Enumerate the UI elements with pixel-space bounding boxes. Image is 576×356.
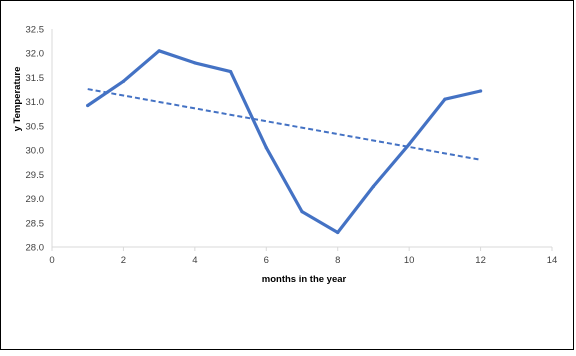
x-tick-label: 6 <box>264 255 269 266</box>
data-point <box>265 146 268 149</box>
plot-layer <box>86 49 482 234</box>
x-axis-title: months in the year <box>262 274 347 285</box>
y-tick-label: 31.5 <box>26 73 45 84</box>
y-axis-title-group: y Temperature <box>12 67 23 132</box>
temperature-line-chart: y Temperature months in the year 28.028.… <box>1 1 575 351</box>
chart-frame: y Temperature months in the year 28.0 28.… <box>0 0 574 350</box>
y-axis-title: y Temperature <box>12 67 23 132</box>
data-point <box>408 143 411 146</box>
y-tick-label: 30.0 <box>26 146 45 157</box>
y-tick-label: 30.5 <box>26 121 45 132</box>
data-point <box>443 98 446 101</box>
axis-layer: 28.0 28.5 29.0 29.5 30.0 30.5 31.0 31.5 32.0 32.5… <box>26 25 558 267</box>
data-point <box>372 185 375 188</box>
temperature-series-line <box>88 51 481 233</box>
x-tick-label: 0 <box>49 255 54 266</box>
y-tick-label: 28.5 <box>26 218 45 229</box>
data-point <box>122 80 125 83</box>
x-tick-label: 10 <box>404 255 415 266</box>
data-point <box>229 70 232 73</box>
y-tick-label: 32.5 <box>26 25 45 36</box>
x-tick-label: 14 <box>547 255 558 266</box>
y-tick-label: 28.0 <box>26 243 45 254</box>
data-point <box>300 210 303 213</box>
data-point <box>193 61 196 64</box>
x-tick-label: 2 <box>121 255 126 266</box>
x-tick-label: 8 <box>335 255 340 266</box>
y-tick-label: 29.0 <box>26 194 45 205</box>
x-tick-label: 4 <box>192 255 197 266</box>
x-tick-label: 12 <box>475 255 486 266</box>
y-tick-label: 31.0 <box>26 97 45 108</box>
data-point <box>336 231 339 234</box>
data-point <box>86 104 89 107</box>
y-tick-label: 32.0 <box>26 49 45 60</box>
data-point <box>479 89 482 92</box>
data-point <box>158 49 161 52</box>
y-tick-label: 29.5 <box>26 170 45 181</box>
trendline <box>88 89 481 160</box>
